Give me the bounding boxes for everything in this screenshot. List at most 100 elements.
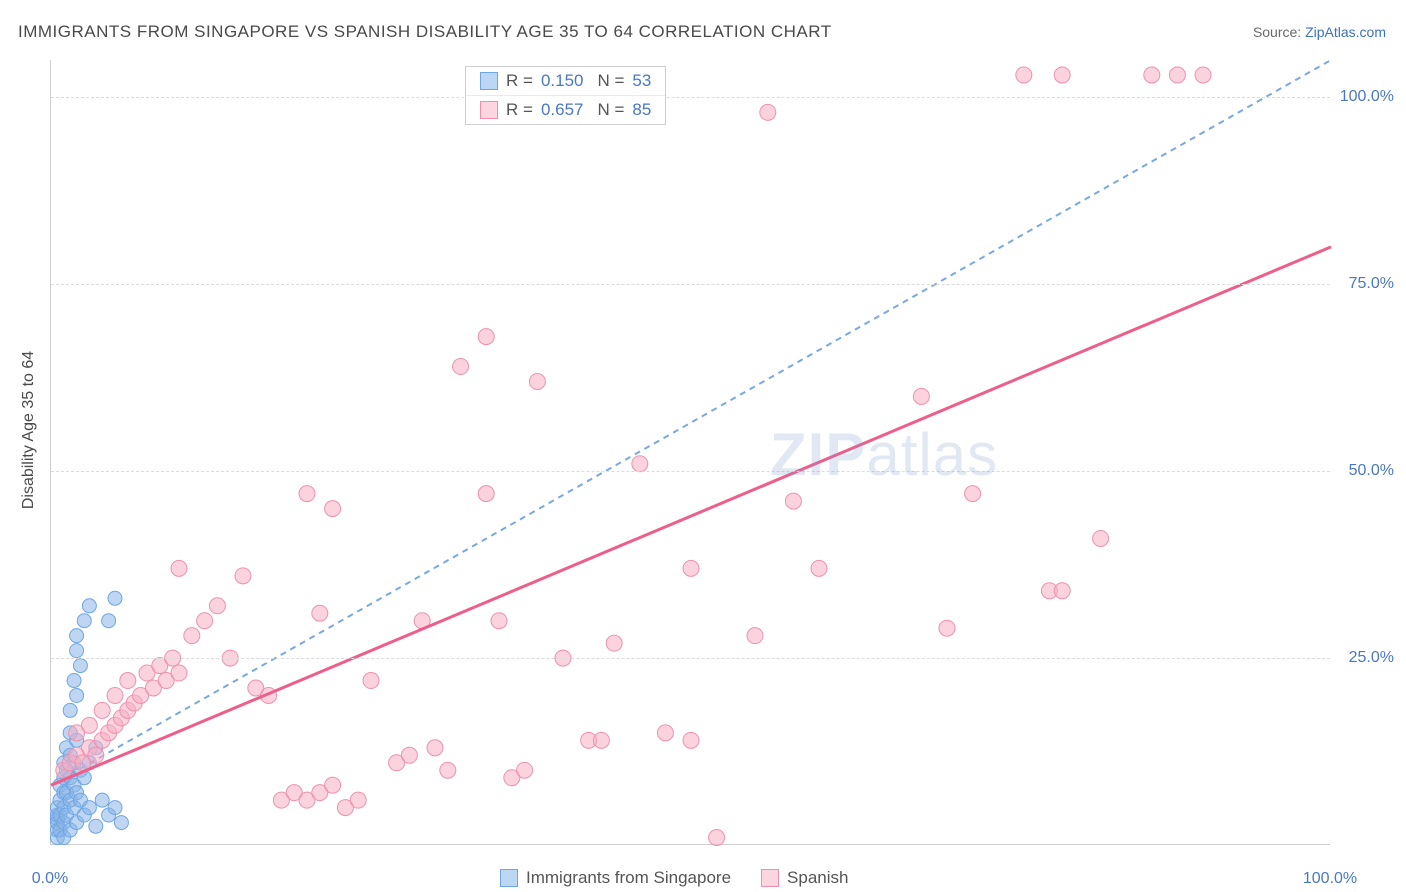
data-point	[82, 599, 96, 613]
legend-swatch	[761, 869, 779, 887]
data-point	[453, 359, 469, 375]
gridline	[51, 97, 1330, 98]
data-point	[440, 762, 456, 778]
data-point	[747, 628, 763, 644]
y-tick-label: 50.0%	[1349, 462, 1394, 480]
data-point	[1195, 67, 1211, 83]
data-point	[491, 613, 507, 629]
data-point	[517, 762, 533, 778]
data-point	[95, 793, 109, 807]
data-point	[107, 687, 123, 703]
x-tick-label: 100.0%	[1303, 870, 1357, 888]
trend-line	[51, 247, 1331, 785]
r-label: R =	[506, 71, 533, 91]
data-point	[70, 688, 84, 702]
data-point	[70, 629, 84, 643]
data-point	[1144, 67, 1160, 83]
r-value: 0.150	[541, 71, 584, 91]
y-tick-label: 100.0%	[1340, 88, 1394, 106]
data-point	[401, 747, 417, 763]
data-point	[606, 635, 622, 651]
data-point	[913, 388, 929, 404]
data-point	[67, 674, 81, 688]
data-point	[77, 614, 91, 628]
data-point	[529, 373, 545, 389]
chart-title: IMMIGRANTS FROM SINGAPORE VS SPANISH DIS…	[18, 22, 832, 42]
source-label: Source:	[1253, 24, 1301, 40]
data-point	[120, 673, 136, 689]
legend-stats: R = 0.150 N = 53 R = 0.657 N = 85	[465, 66, 666, 125]
data-point	[82, 801, 96, 815]
legend-swatch	[480, 101, 498, 119]
data-point	[965, 486, 981, 502]
source-link[interactable]: ZipAtlas.com	[1305, 24, 1386, 40]
y-tick-label: 25.0%	[1349, 649, 1394, 667]
data-point	[785, 493, 801, 509]
data-point	[811, 560, 827, 576]
y-axis-label: Disability Age 35 to 64	[20, 351, 38, 509]
legend-swatch	[480, 72, 498, 90]
legend-swatch	[500, 869, 518, 887]
data-point	[171, 665, 187, 681]
n-label: N =	[597, 100, 624, 120]
data-point	[760, 104, 776, 120]
data-point	[1054, 67, 1070, 83]
data-point	[102, 614, 116, 628]
data-point	[184, 628, 200, 644]
n-value: 85	[632, 100, 651, 120]
data-point	[1016, 67, 1032, 83]
data-point	[299, 486, 315, 502]
data-point	[363, 673, 379, 689]
data-point	[312, 605, 328, 621]
legend-series-item: Spanish	[761, 868, 848, 888]
legend-series: Immigrants from Singapore Spanish	[500, 868, 848, 888]
data-point	[657, 725, 673, 741]
data-point	[197, 613, 213, 629]
data-point	[325, 501, 341, 517]
data-point	[478, 329, 494, 345]
data-point	[325, 777, 341, 793]
x-tick-label: 0.0%	[32, 870, 68, 888]
data-point	[63, 703, 77, 717]
data-point	[108, 801, 122, 815]
y-tick-label: 75.0%	[1349, 275, 1394, 293]
data-point	[88, 747, 104, 763]
data-point	[593, 732, 609, 748]
data-point	[350, 792, 366, 808]
data-point	[209, 598, 225, 614]
source-attribution: Source: ZipAtlas.com	[1253, 24, 1386, 40]
legend-stats-row: R = 0.657 N = 85	[466, 95, 665, 124]
chart-svg	[51, 60, 1330, 844]
gridline	[51, 471, 1330, 472]
data-point	[1169, 67, 1185, 83]
data-point	[114, 816, 128, 830]
data-point	[235, 568, 251, 584]
data-point	[478, 486, 494, 502]
n-value: 53	[632, 71, 651, 91]
legend-series-label: Immigrants from Singapore	[526, 868, 731, 888]
data-point	[1093, 530, 1109, 546]
data-point	[89, 819, 103, 833]
plot-area	[50, 60, 1330, 845]
data-point	[94, 702, 110, 718]
gridline	[51, 658, 1330, 659]
n-label: N =	[597, 71, 624, 91]
trend-line	[51, 60, 1331, 785]
data-point	[1054, 583, 1070, 599]
data-point	[171, 560, 187, 576]
legend-stats-row: R = 0.150 N = 53	[466, 67, 665, 95]
legend-series-label: Spanish	[787, 868, 848, 888]
data-point	[81, 717, 97, 733]
data-point	[427, 740, 443, 756]
data-point	[632, 456, 648, 472]
legend-series-item: Immigrants from Singapore	[500, 868, 731, 888]
data-point	[939, 620, 955, 636]
r-value: 0.657	[541, 100, 584, 120]
gridline	[51, 284, 1330, 285]
r-label: R =	[506, 100, 533, 120]
data-point	[683, 560, 699, 576]
data-point	[108, 591, 122, 605]
data-point	[683, 732, 699, 748]
data-point	[709, 830, 725, 846]
data-point	[70, 644, 84, 658]
